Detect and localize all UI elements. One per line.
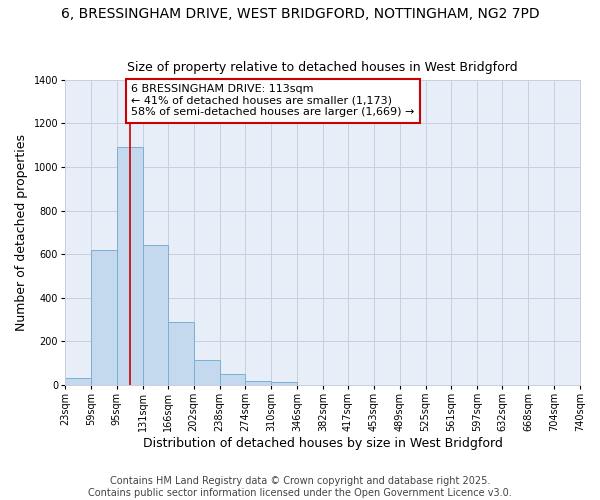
Bar: [194, 360, 220, 385]
X-axis label: Distribution of detached houses by size in West Bridgford: Distribution of detached houses by size …: [143, 437, 502, 450]
Bar: [245, 380, 271, 385]
Bar: [271, 382, 297, 385]
Y-axis label: Number of detached properties: Number of detached properties: [15, 134, 28, 331]
Bar: [168, 322, 194, 385]
Title: Size of property relative to detached houses in West Bridgford: Size of property relative to detached ho…: [127, 62, 518, 74]
Text: Contains HM Land Registry data © Crown copyright and database right 2025.
Contai: Contains HM Land Registry data © Crown c…: [88, 476, 512, 498]
Bar: [91, 250, 117, 385]
Text: 6, BRESSINGHAM DRIVE, WEST BRIDGFORD, NOTTINGHAM, NG2 7PD: 6, BRESSINGHAM DRIVE, WEST BRIDGFORD, NO…: [61, 8, 539, 22]
Bar: [65, 378, 91, 385]
Bar: [220, 374, 245, 385]
Bar: [143, 246, 168, 385]
Text: 6 BRESSINGHAM DRIVE: 113sqm
← 41% of detached houses are smaller (1,173)
58% of : 6 BRESSINGHAM DRIVE: 113sqm ← 41% of det…: [131, 84, 415, 117]
Bar: [117, 148, 143, 385]
